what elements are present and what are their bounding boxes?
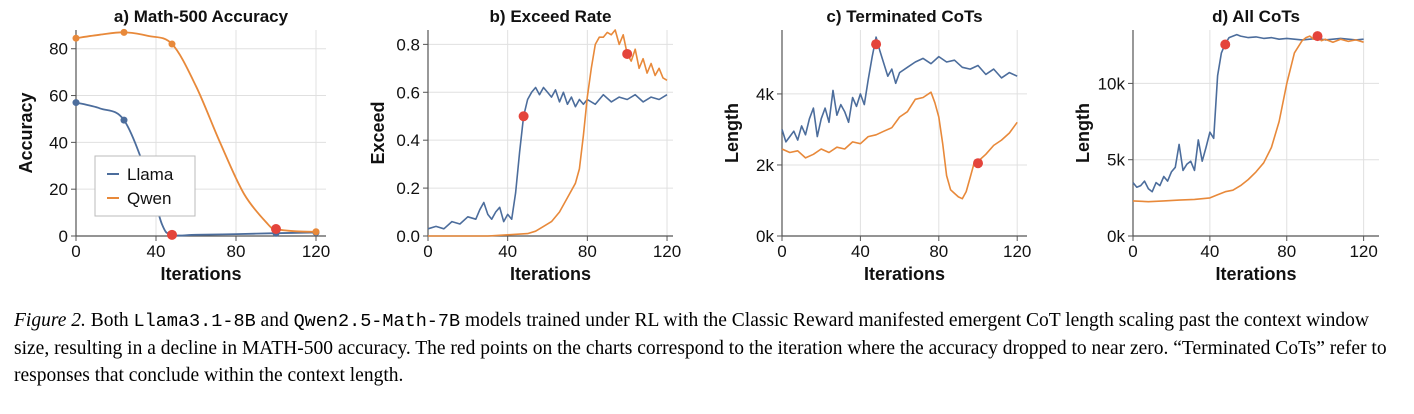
data-point-llama	[120, 116, 128, 124]
series-line-llama	[781, 36, 1018, 143]
y-tick-label: 80	[49, 40, 68, 59]
red-point	[1312, 31, 1323, 42]
x-tick-label: 80	[578, 242, 597, 261]
panel-title: a) Math-500 Accuracy	[114, 7, 289, 26]
y-tick-label: 4k	[756, 85, 774, 104]
x-tick-label: 120	[653, 242, 681, 261]
y-tick-label: 0.4	[396, 131, 420, 150]
y-tick-label: 0.0	[396, 227, 420, 246]
y-axis-title: Exceed	[368, 101, 388, 164]
series-line-qwen	[781, 91, 1018, 200]
y-axis-title: Length	[1073, 103, 1093, 163]
figure-charts: 0 40 80 120 0 20 40 60 80 a) Math-500 Accuracy Ite…	[16, 7, 1379, 284]
x-tick-label: 0	[1128, 242, 1137, 261]
x-tick-label: 0	[777, 242, 786, 261]
y-tick-label: 0k	[756, 227, 774, 246]
x-tick-label: 0	[71, 242, 80, 261]
x-tick-label: 80	[227, 242, 246, 261]
y-tick-label: 0.6	[396, 83, 420, 102]
caption-text-2: and	[255, 310, 294, 331]
caption-model-llama: Llama3.1-8B	[133, 311, 256, 332]
figure-caption: Figure 2. Both Llama3.1-8B and Qwen2.5-M…	[14, 307, 1400, 389]
series-line-llama	[1132, 33, 1364, 193]
x-tick-label: 40	[1200, 242, 1219, 261]
series-line-llama	[427, 86, 668, 230]
series-line-qwen	[1132, 33, 1364, 203]
x-tick-label: 40	[851, 242, 870, 261]
series-line-qwen	[428, 29, 668, 237]
data-point-qwen	[168, 40, 176, 48]
data-point-qwen	[312, 228, 320, 236]
red-point	[167, 229, 177, 240]
x-tick-label: 120	[302, 242, 330, 261]
chart-panel-3: 0 40 80 120 0k 2k 4k c) Terminated CoTs Iteratio…	[722, 7, 1031, 284]
caption-text-1: Both	[85, 310, 134, 331]
x-tick-label: 120	[1349, 242, 1377, 261]
y-tick-label: 0k	[1107, 227, 1125, 246]
red-point	[518, 111, 529, 122]
y-axis-title: Accuracy	[16, 92, 36, 173]
panel-title: d) All CoTs	[1212, 7, 1300, 26]
red-point	[973, 158, 983, 169]
x-tick-label: 40	[147, 242, 166, 261]
y-tick-label: 2k	[756, 156, 774, 175]
red-point	[622, 48, 633, 59]
x-axis-title: Iterations	[160, 264, 241, 284]
x-tick-label: 40	[498, 242, 517, 261]
data-point-llama	[72, 99, 80, 107]
red-point	[1220, 39, 1231, 50]
data-point-qwen	[120, 28, 128, 36]
data-point-qwen	[72, 34, 80, 42]
y-tick-label: 10k	[1098, 74, 1126, 93]
chart-panel-1: 0 40 80 120 0 20 40 60 80 a) Math-500 Accuracy Ite…	[16, 7, 330, 284]
y-tick-label: 40	[49, 133, 68, 152]
caption-text-3: models trained under RL with the Classic…	[14, 310, 1387, 386]
x-axis-title: Iterations	[864, 264, 945, 284]
y-axis-title: Length	[722, 103, 742, 163]
series-line-llama	[75, 101, 317, 237]
panel-title: c) Terminated CoTs	[826, 7, 982, 26]
x-axis-title: Iterations	[510, 264, 591, 284]
x-tick-label: 120	[1003, 242, 1031, 261]
y-tick-label: 5k	[1107, 151, 1125, 170]
chart-panel-2: 0 40 80 120 0.0 0.2 0.4 0.6 0.8 b) Exceed Rate Ite…	[368, 7, 681, 284]
y-tick-label: 0	[59, 227, 68, 246]
legend-label-qwen: Qwen	[127, 189, 171, 208]
y-tick-label: 0.2	[396, 179, 420, 198]
legend-box	[94, 155, 196, 217]
chart-panel-4: 0 40 80 120 0k 5k 10k d) All CoTs Iterations Leng…	[1073, 7, 1379, 284]
x-tick-label: 80	[929, 242, 948, 261]
x-tick-label: 80	[1277, 242, 1296, 261]
x-axis-title: Iterations	[1215, 264, 1296, 284]
red-point	[871, 39, 882, 50]
x-tick-label: 0	[423, 242, 432, 261]
y-tick-label: 20	[49, 180, 68, 199]
caption-model-qwen: Qwen2.5-Math-7B	[293, 311, 461, 332]
legend-label-llama: Llama	[127, 165, 174, 184]
y-tick-label: 0.8	[396, 35, 420, 54]
y-tick-label: 60	[49, 87, 68, 106]
figure-label: Figure 2.	[14, 310, 86, 331]
red-point	[271, 223, 281, 234]
panel-title: b) Exceed Rate	[490, 7, 612, 26]
